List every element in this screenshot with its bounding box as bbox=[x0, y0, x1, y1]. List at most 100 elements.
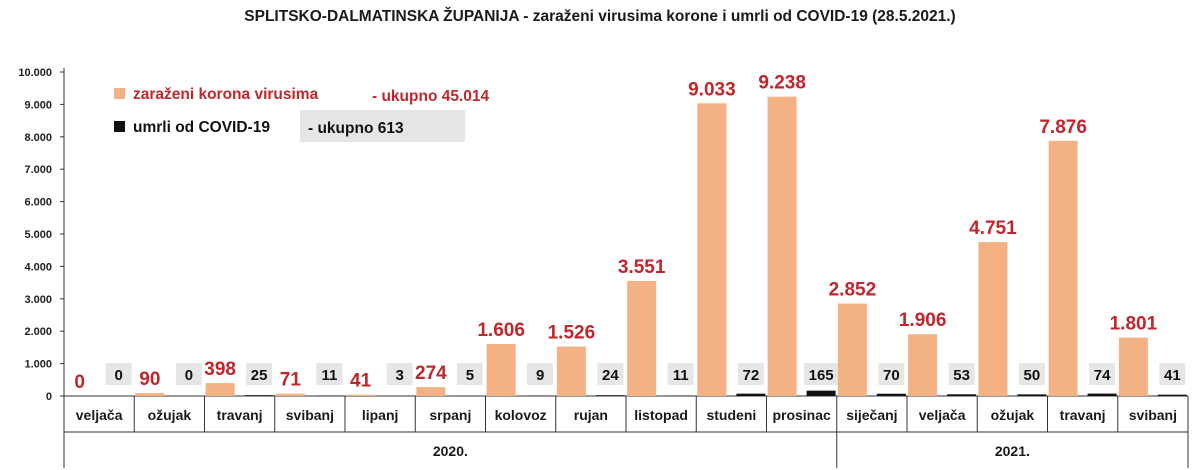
data-label-deaths-box bbox=[1159, 363, 1186, 385]
data-label-infected: 1.606 bbox=[477, 320, 525, 341]
data-label-infected: 2.852 bbox=[829, 280, 877, 301]
x-tick-label: svibanj bbox=[1129, 407, 1177, 423]
chart-title: SPLITSKO-DALMATINSKA ŽUPANIJA - zaraženi… bbox=[244, 8, 956, 25]
legend-label-infected: zaraženi korona virusima bbox=[133, 86, 319, 103]
y-tick-label: 1.000 bbox=[24, 359, 52, 371]
data-label-infected: 398 bbox=[204, 359, 236, 380]
y-tick-label: 0 bbox=[46, 391, 52, 403]
data-label-deaths-box bbox=[175, 363, 202, 385]
x-tick-label: listopad bbox=[634, 407, 688, 423]
bar-infected bbox=[556, 346, 586, 396]
data-label-infected: 0 bbox=[74, 372, 85, 393]
data-label-deaths-box bbox=[527, 363, 554, 385]
bar-deaths bbox=[1017, 394, 1047, 396]
data-label-deaths: 5 bbox=[466, 367, 474, 384]
bar-deaths bbox=[1087, 393, 1117, 396]
data-label-deaths-box bbox=[667, 363, 694, 385]
x-tick-label: kolovoz bbox=[495, 407, 547, 423]
y-tick-label: 7.000 bbox=[24, 164, 52, 176]
data-label-deaths: 11 bbox=[321, 367, 337, 384]
x-tick-label: rujan bbox=[574, 407, 608, 423]
y-tick-label: 9.000 bbox=[24, 99, 52, 111]
bar-infected bbox=[486, 343, 516, 396]
data-label-deaths: 41 bbox=[1164, 367, 1181, 384]
data-label-deaths: 0 bbox=[185, 367, 193, 384]
bar-deaths bbox=[947, 394, 977, 396]
data-label-deaths: 11 bbox=[673, 367, 689, 384]
legend-total-infected: - ukupno 45.014 bbox=[372, 88, 490, 105]
data-label-deaths-box bbox=[737, 363, 764, 385]
data-label-infected: 4.751 bbox=[969, 218, 1017, 239]
data-label-infected: 274 bbox=[415, 363, 447, 384]
bar-deaths bbox=[1157, 394, 1187, 396]
data-label-deaths: 0 bbox=[114, 367, 122, 384]
data-label-deaths: 72 bbox=[743, 367, 760, 384]
bar-deaths bbox=[876, 393, 906, 396]
data-label-infected: 41 bbox=[350, 371, 372, 392]
data-label-deaths-box bbox=[1089, 363, 1116, 385]
bar-infected bbox=[1048, 140, 1078, 396]
x-tick-label: srpanj bbox=[429, 407, 471, 423]
bar-infected bbox=[275, 393, 305, 396]
data-label-infected: 1.526 bbox=[548, 323, 596, 344]
x-tick-label: veljača bbox=[919, 407, 966, 423]
data-label-deaths-box bbox=[316, 363, 343, 385]
bar-deaths bbox=[736, 393, 766, 396]
y-tick-label: 6.000 bbox=[24, 197, 52, 209]
year-label: 2021. bbox=[995, 443, 1030, 459]
x-tick-label: travanj bbox=[217, 407, 263, 423]
data-label-deaths: 50 bbox=[1024, 367, 1041, 384]
data-label-deaths: 25 bbox=[251, 367, 268, 384]
data-label-deaths-box bbox=[804, 363, 839, 385]
bar-infected bbox=[1118, 337, 1148, 396]
x-tick-label: lipanj bbox=[362, 407, 399, 423]
y-tick-label: 2.000 bbox=[24, 326, 52, 338]
data-label-deaths-box bbox=[456, 363, 483, 385]
data-label-infected: 9.238 bbox=[758, 73, 806, 94]
data-label-infected: 9.033 bbox=[688, 79, 736, 100]
data-label-deaths-box bbox=[597, 363, 624, 385]
bar-infected bbox=[837, 303, 867, 396]
data-label-deaths-box bbox=[948, 363, 975, 385]
bar-infected bbox=[697, 103, 727, 396]
bar-infected bbox=[908, 334, 938, 396]
data-label-infected: 3.551 bbox=[618, 257, 666, 278]
legend-label-deaths: umrli od COVID-19 bbox=[133, 119, 270, 136]
data-label-infected: 7.876 bbox=[1039, 117, 1087, 138]
data-label-deaths: 165 bbox=[809, 367, 834, 384]
bar-deaths bbox=[806, 390, 836, 396]
x-tick-label: veljača bbox=[76, 407, 123, 423]
data-label-deaths: 74 bbox=[1094, 367, 1111, 384]
legend-total-deaths-box bbox=[300, 110, 465, 142]
data-label-deaths-box bbox=[386, 363, 413, 385]
x-tick-label: ožujak bbox=[148, 407, 192, 423]
y-tick-label: 4.000 bbox=[24, 261, 52, 273]
bar-infected bbox=[346, 394, 376, 396]
data-label-deaths: 3 bbox=[395, 367, 403, 384]
x-tick-label: travanj bbox=[1060, 407, 1106, 423]
y-tick-label: 8.000 bbox=[24, 132, 52, 144]
bar-infected bbox=[416, 387, 446, 396]
bar-infected bbox=[135, 393, 165, 396]
data-label-infected: 1.801 bbox=[1110, 314, 1158, 335]
y-tick-label: 3.000 bbox=[24, 294, 52, 306]
data-label-deaths: 9 bbox=[536, 367, 544, 384]
bar-deaths bbox=[595, 395, 625, 396]
x-tick-label: siječanj bbox=[846, 407, 897, 423]
y-tick-label: 5.000 bbox=[24, 229, 52, 241]
data-label-deaths: 70 bbox=[883, 367, 900, 384]
data-label-deaths: 53 bbox=[953, 367, 970, 384]
year-label: 2020. bbox=[433, 443, 468, 459]
bar-infected bbox=[978, 242, 1008, 396]
data-label-infected: 71 bbox=[280, 370, 302, 391]
x-tick-label: svibanj bbox=[286, 407, 334, 423]
data-label-infected: 90 bbox=[139, 369, 160, 390]
data-label-deaths-box bbox=[246, 363, 273, 385]
data-label-deaths: 24 bbox=[602, 367, 619, 384]
bar-infected bbox=[627, 280, 657, 396]
data-label-infected: 1.906 bbox=[899, 310, 947, 331]
legend-swatch-deaths bbox=[114, 121, 125, 132]
data-label-deaths-box bbox=[1018, 363, 1045, 385]
data-label-deaths-box bbox=[105, 363, 132, 385]
